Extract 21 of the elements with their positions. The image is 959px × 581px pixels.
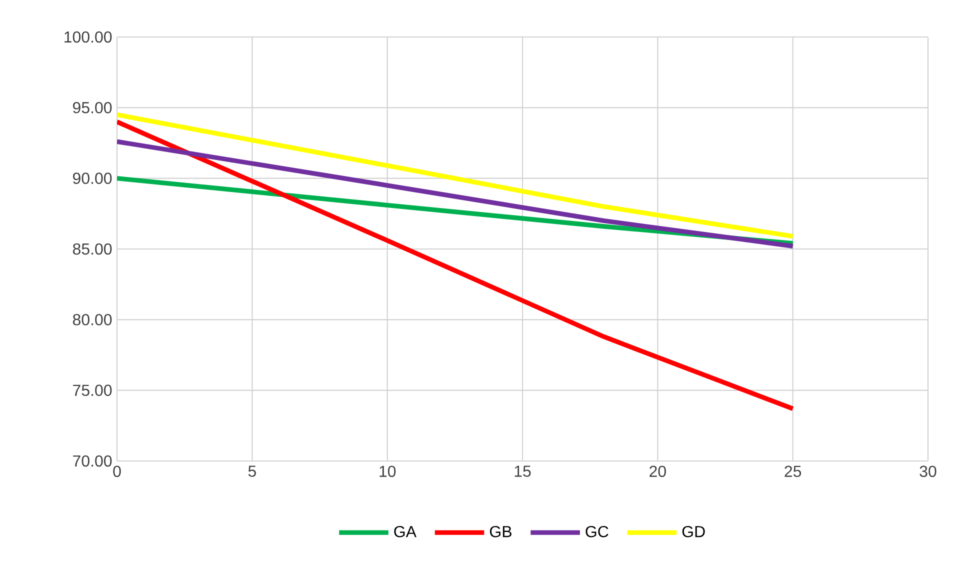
legend-label: GC [586,526,608,538]
y-tick-label: 85.00 [72,243,112,255]
y-tick-label: 75.00 [73,384,112,396]
y-tick-label: 90.00 [73,172,112,184]
y-tick-label: 80.00 [72,314,112,326]
y-tick-label: 95.00 [73,102,112,114]
x-tick-label: 5 [248,466,256,477]
x-tick-label: 15 [514,466,531,477]
y-tick-label: 100.00 [64,31,112,43]
x-tick-label: 0 [113,466,121,478]
x-tick-label: 10 [380,466,396,478]
legend-label: GA [394,526,416,538]
x-tick-label: 20 [650,466,666,478]
x-tick-label: 30 [920,466,936,478]
line-series [117,119,796,412]
line-series [117,139,796,248]
legend-label: GD [682,526,705,538]
x-tick-label: 25 [784,466,802,478]
line-series [117,112,796,239]
y-tick-label: 70.00 [73,455,112,467]
legend-label: GB [490,526,512,538]
